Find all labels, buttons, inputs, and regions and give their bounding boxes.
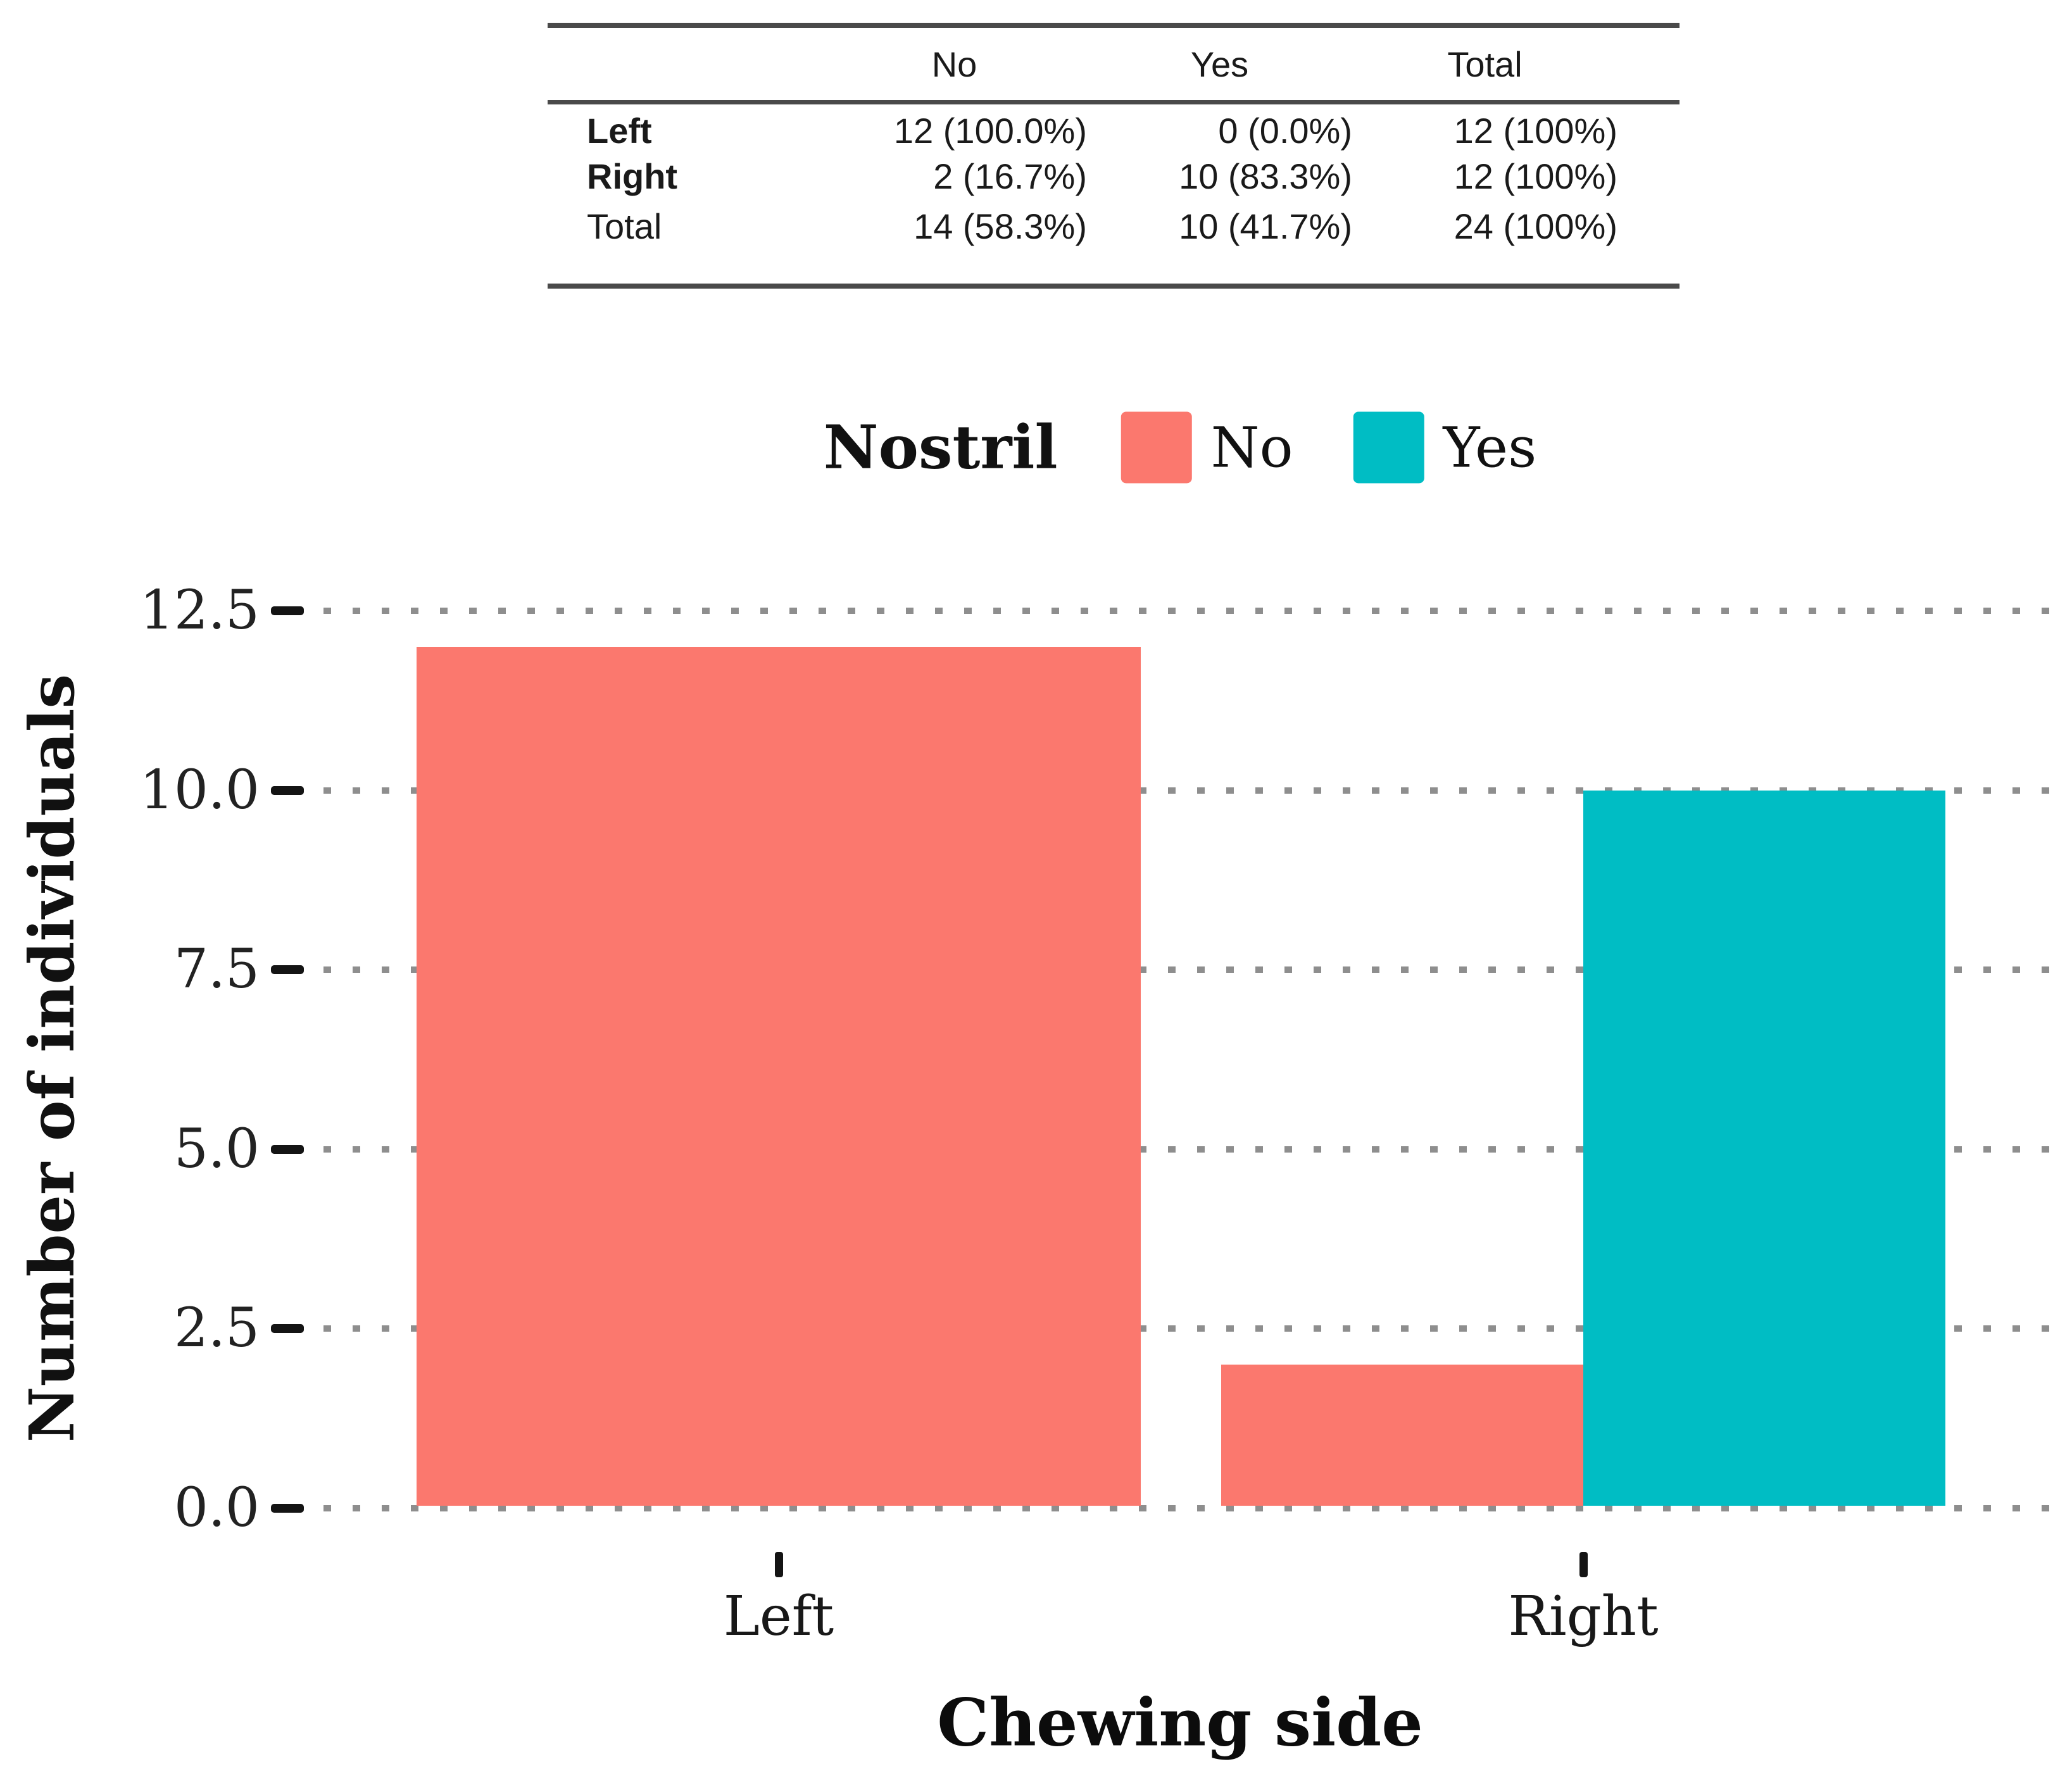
cell-total-total: 24 (100%)	[1454, 206, 1617, 246]
cell-right-total: 12 (100%)	[1454, 156, 1617, 196]
gridline-5.0	[294, 1146, 2063, 1153]
gridline-0.0	[294, 1505, 2063, 1511]
x-category-label-left: Left	[723, 1585, 834, 1648]
table-row-right: Right 2 (16.7%) 10 (83.3%) 12 (100%)	[548, 151, 1617, 201]
row-label-left: Left	[587, 111, 652, 151]
cell-total-yes: 10 (41.7%)	[1179, 206, 1352, 246]
table-top-border	[548, 23, 1680, 28]
legend-swatch-yes	[1353, 411, 1424, 484]
gridline-2.5	[294, 1325, 2063, 1332]
bar-right-yes	[1583, 790, 1945, 1506]
gridline-10.0	[294, 787, 2063, 794]
cell-right-no: 2 (16.7%)	[933, 156, 1087, 196]
row-label-total: Total	[587, 206, 662, 246]
table-col-header-yes: Yes	[1190, 44, 1249, 84]
x-tick-mark-right	[1579, 1552, 1588, 1577]
y-tick-mark	[271, 606, 304, 615]
cell-left-total: 12 (100%)	[1454, 111, 1617, 151]
bar-left-no	[417, 646, 1141, 1506]
y-tick-mark	[271, 785, 304, 795]
table-col-header-total: Total	[1447, 44, 1523, 84]
y-axis-title: Number of individuals	[16, 673, 88, 1443]
cell-total-no: 14 (58.3%)	[914, 206, 1087, 246]
chart-legend: Nostril No Yes	[823, 411, 1537, 484]
legend-label-yes: Yes	[1443, 415, 1537, 480]
y-tick-label: 10.0	[139, 758, 260, 822]
x-category-label-right: Right	[1508, 1585, 1659, 1648]
y-tick-label: 2.5	[173, 1297, 260, 1360]
y-tick-label: 7.5	[173, 938, 260, 1001]
y-tick-mark	[271, 965, 304, 975]
contingency-table: No Yes Total Left 12 (100.0%) 0 (0.0%) 1…	[548, 23, 1680, 291]
table-col-header-no: No	[931, 44, 977, 84]
y-tick-label: 12.5	[139, 579, 260, 642]
legend-item-yes: Yes	[1353, 411, 1537, 484]
gridline-12.5	[294, 608, 2063, 614]
legend-item-no: No	[1121, 411, 1293, 484]
y-tick-mark	[271, 1504, 304, 1513]
legend-title: Nostril	[823, 412, 1058, 483]
table-grid: No Yes Total Left 12 (100.0%) 0 (0.0%) 1…	[548, 28, 1617, 251]
table-row-left: Left 12 (100.0%) 0 (0.0%) 12 (100%)	[548, 100, 1617, 151]
x-tick-mark-left	[775, 1552, 783, 1577]
y-tick-mark	[271, 1144, 304, 1154]
table-bottom-border	[548, 284, 1680, 289]
legend-label-no: No	[1210, 415, 1293, 480]
y-tick-label: 5.0	[173, 1117, 260, 1180]
bar-right-no	[1221, 1365, 1583, 1506]
x-axis-title: Chewing side	[937, 1684, 1423, 1761]
table-row-total: Total 14 (58.3%) 10 (41.7%) 24 (100%)	[548, 201, 1617, 251]
cell-left-no: 12 (100.0%)	[893, 111, 1087, 151]
cell-left-yes: 0 (0.0%)	[1218, 111, 1352, 151]
table-header-row: No Yes Total	[548, 28, 1617, 100]
y-tick-mark	[271, 1324, 304, 1334]
y-tick-label: 0.0	[173, 1477, 260, 1539]
legend-swatch-no	[1121, 411, 1192, 484]
row-label-right: Right	[587, 156, 678, 196]
table-header-rule	[548, 100, 1680, 104]
cell-right-yes: 10 (83.3%)	[1179, 156, 1352, 196]
gridline-7.5	[294, 966, 2063, 973]
